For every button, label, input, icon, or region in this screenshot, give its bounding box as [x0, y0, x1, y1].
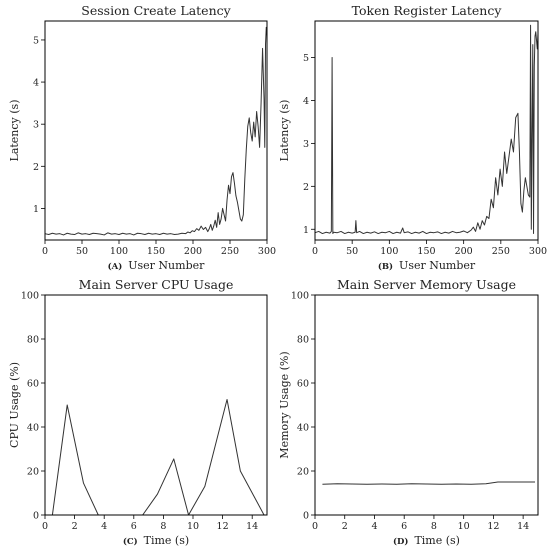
x-tick-label: 14: [246, 521, 258, 532]
x-axis-label: (B) User Number: [378, 259, 476, 272]
x-tick-label: 14: [517, 521, 529, 532]
y-tick-label: 1: [33, 204, 39, 215]
x-tick-label: 0: [42, 246, 48, 257]
x-tick-label: 200: [184, 246, 202, 257]
chart-title: Token Register Latency: [352, 3, 503, 18]
y-tick-label: 2: [33, 162, 39, 173]
x-tick-label: 4: [101, 521, 107, 532]
x-tick-label: 10: [458, 521, 470, 532]
y-tick-label: 100: [291, 291, 309, 302]
y-axis-label: CPU Usage (%): [8, 362, 21, 448]
series-line: [44, 26, 268, 236]
chart-panel-4: Main Server Memory Usage 0 2 4 6 8 10 12 14 0 20 40…: [278, 277, 539, 547]
x-tick-label: 12: [487, 521, 499, 532]
x-tick-label: 250: [221, 246, 239, 257]
x-axis-label: (C) Time (s): [123, 534, 189, 547]
x-tick-label: 8: [431, 521, 437, 532]
y-axis-label: Memory Usage (%): [278, 351, 291, 458]
x-tick-label: 12: [217, 521, 229, 532]
chart-title: Main Server CPU Usage: [79, 277, 234, 292]
y-tick-label: 2: [303, 182, 309, 193]
x-tick-label: 100: [110, 246, 128, 257]
x-axis-label-text: Time (s): [414, 534, 460, 547]
chart-title: Session Create Latency: [81, 3, 231, 18]
x-tick-label: 2: [72, 521, 78, 532]
x-tick-label: 10: [187, 521, 199, 532]
x-tick-label: 50: [346, 246, 358, 257]
x-axis-label-text: User Number: [399, 259, 476, 272]
chart-panel-2: Token Register Latency 0 50 100 150 200 250 300…: [278, 3, 547, 272]
x-tick-label: 200: [455, 246, 473, 257]
x-tick-label: 4: [371, 521, 377, 532]
chart-panel-1: Session Create Latency 0 50 100 150 200 250 300…: [8, 3, 276, 272]
y-tick-label: 20: [27, 467, 39, 478]
plot-frame: [314, 294, 539, 516]
y-tick-label: 4: [33, 78, 39, 89]
x-tick-label: 100: [380, 246, 398, 257]
plot-frame: [314, 20, 539, 241]
x-tick-label: 6: [131, 521, 137, 532]
panel-letter: (A): [108, 261, 123, 272]
panel-letter: (B): [378, 261, 393, 272]
y-tick-label: 40: [27, 423, 39, 434]
x-tick-label: 0: [312, 521, 318, 532]
x-axis-label-text: User Number: [128, 259, 205, 272]
y-tick-label: 100: [21, 291, 39, 302]
series-line: [314, 24, 539, 235]
series-line: [51, 399, 265, 516]
y-tick-label: 80: [27, 335, 39, 346]
x-axis-label: (A) User Number: [108, 259, 206, 272]
x-tick-label: 250: [492, 246, 510, 257]
y-tick-label: 60: [27, 379, 39, 390]
plot-frame: [44, 20, 268, 241]
x-tick-label: 300: [258, 246, 276, 257]
x-tick-label: 150: [417, 246, 435, 257]
x-tick-label: 0: [312, 246, 318, 257]
x-tick-label: 8: [160, 521, 166, 532]
x-tick-label: 50: [76, 246, 88, 257]
y-tick-label: 5: [33, 35, 39, 46]
y-axis-label: Latency (s): [278, 100, 291, 162]
y-tick-label: 4: [303, 96, 309, 107]
y-tick-label: 3: [303, 139, 309, 150]
x-tick-label: 0: [42, 521, 48, 532]
x-tick-label: 300: [529, 246, 547, 257]
y-tick-label: 0: [303, 511, 309, 522]
x-axis-label-text: Time (s): [144, 534, 190, 547]
x-tick-label: 6: [401, 521, 407, 532]
y-tick-label: 40: [297, 423, 309, 434]
plot-frame: [44, 294, 268, 516]
y-tick-label: 3: [33, 120, 39, 131]
y-tick-label: 0: [33, 511, 39, 522]
series-line: [322, 481, 536, 485]
y-tick-label: 5: [303, 53, 309, 64]
x-axis-label: (D) Time (s): [393, 534, 460, 547]
y-tick-label: 80: [297, 335, 309, 346]
x-tick-label: 150: [147, 246, 165, 257]
y-tick-label: 20: [297, 467, 309, 478]
y-tick-label: 1: [303, 225, 309, 236]
y-axis-label: Latency (s): [8, 100, 21, 162]
x-tick-label: 2: [342, 521, 348, 532]
y-tick-label: 60: [297, 379, 309, 390]
chart-title: Main Server Memory Usage: [337, 277, 516, 292]
panel-letter: (D): [393, 536, 408, 547]
panel-letter: (C): [123, 536, 138, 547]
chart-panel-3: Main Server CPU Usage 0 2 4 6 8 10 12 14 0 20 40 60 8…: [8, 277, 268, 547]
